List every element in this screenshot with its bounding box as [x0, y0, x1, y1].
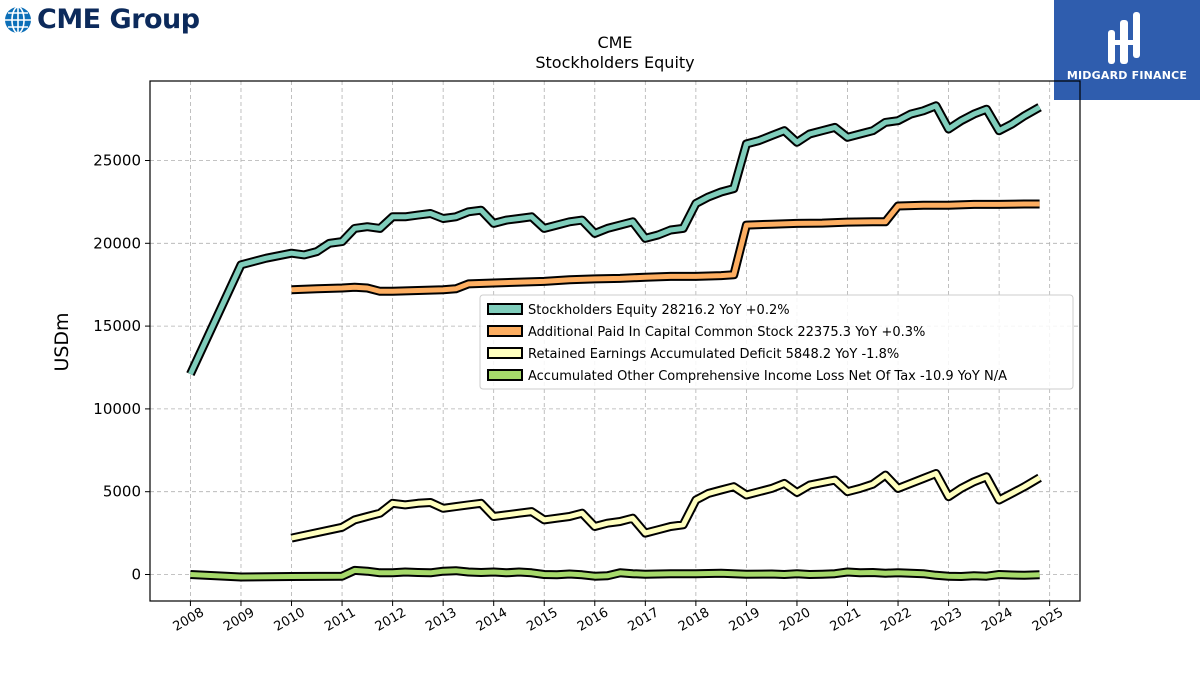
- midgard-emblem-icon: [1108, 12, 1140, 64]
- midgard-logo-text: MIDGARD FINANCE: [1066, 69, 1188, 82]
- chart-title: CME: [597, 33, 632, 52]
- legend-swatch-2: [487, 347, 523, 359]
- x-tick-label: 2008: [171, 605, 207, 635]
- x-tick-label: 2024: [979, 605, 1015, 635]
- series-lines: [186, 101, 1042, 582]
- x-tick-label: 2020: [777, 605, 813, 635]
- x-tick-label: 2022: [878, 605, 914, 635]
- legend-entry-2: Retained Earnings Accumulated Deficit 58…: [528, 347, 899, 362]
- x-tick-label: 2011: [322, 605, 358, 635]
- x-tick-label: 2013: [423, 605, 459, 635]
- x-ticks: 2008 2009 2010 2011 2012 2013 2014 2015 2016 2017…: [171, 601, 1066, 635]
- series-line-0: [188, 103, 1041, 376]
- legend-swatch-3: [487, 369, 523, 381]
- x-tick-label: 2018: [676, 605, 712, 635]
- legend-entry-3: Accumulated Other Comprehensive Income L…: [528, 369, 1007, 384]
- globe-icon: [5, 5, 31, 34]
- y-tick-label: 20000: [93, 234, 141, 252]
- y-tick-label: 15000: [93, 317, 141, 335]
- legend-swatch-1: [487, 325, 523, 337]
- series-line-1: [291, 201, 1040, 294]
- x-tick-label: 2017: [625, 605, 661, 635]
- x-tick-label: 2019: [727, 605, 763, 635]
- plot-frame: [149, 80, 1081, 602]
- legend-swatch-0: [487, 303, 523, 315]
- y-axis-label: USDm: [51, 312, 73, 371]
- x-tick-label: 2015: [524, 605, 560, 635]
- x-tick-label: 2014: [474, 605, 510, 635]
- legend-entry-0: Stockholders Equity 28216.2 YoY +0.2%: [528, 303, 790, 318]
- x-tick-label: 2021: [828, 605, 864, 635]
- x-tick-label: 2009: [221, 605, 257, 635]
- x-tick-label: 2010: [272, 605, 308, 635]
- y-tick-label: 0: [131, 566, 141, 584]
- series-line-2: [290, 471, 1041, 541]
- cme-logo-text: CME Group: [37, 4, 200, 35]
- series-line-3: [190, 567, 1040, 580]
- x-tick-label: 2025: [1030, 605, 1066, 635]
- cme-group-logo: CME Group: [4, 4, 200, 35]
- y-tick-label: 5000: [103, 483, 141, 501]
- x-tick-label: 2012: [373, 605, 409, 635]
- legend-entry-1: Additional Paid In Capital Common Stock …: [528, 325, 925, 340]
- legend-box: [479, 294, 1074, 390]
- y-tick-label: 25000: [93, 151, 141, 169]
- x-tick-label: 2023: [929, 605, 965, 635]
- legend: Stockholders Equity 28216.2 YoY +0.2% Add…: [479, 294, 1074, 390]
- chart-subtitle: Stockholders Equity: [535, 53, 694, 72]
- x-tick-label: 2016: [575, 605, 611, 635]
- y-ticks: 0 5000 10000 15000 20000 25000: [93, 151, 150, 584]
- midgard-finance-logo: MIDGARD FINANCE: [1054, 0, 1200, 100]
- y-tick-label: 10000: [93, 400, 141, 418]
